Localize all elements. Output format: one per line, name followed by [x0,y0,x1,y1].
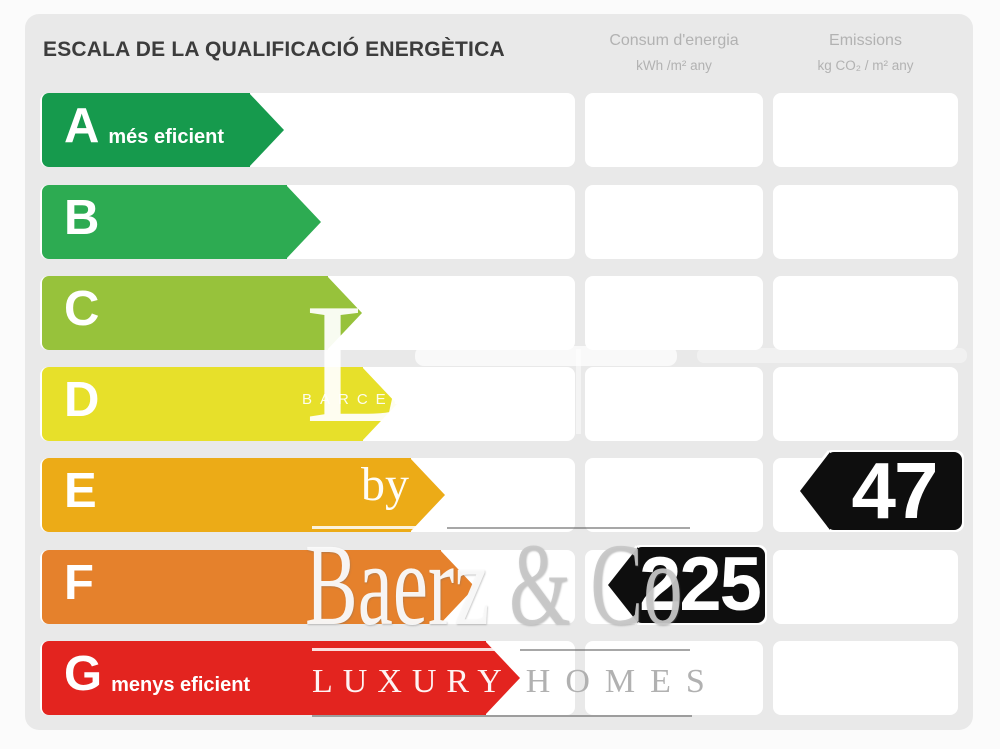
watermark-smear [697,348,967,363]
grade-letter: D [64,373,100,427]
emissions-header-line2: kg CO₂ / m² any [817,58,914,73]
rating-arrow-b: B [42,185,287,259]
consum-header-line1: Consum d'energia [609,32,739,49]
emissions-header-line1: Emissions [829,32,902,49]
emissions-cell [773,550,958,624]
rating-arrow-d: D [42,367,363,441]
consum-cell [585,458,763,532]
consum-value-arrow: 225 [608,547,765,623]
emissions-cell [773,185,958,259]
rating-arrow-a: A més eficient [42,93,250,167]
consum-cell [585,276,763,350]
consum-value: 225 [639,542,762,627]
scale-row-b: B [25,185,973,259]
grade-label: més eficient [108,125,224,148]
emissions-cell [773,367,958,441]
rating-arrow-e: E [42,458,411,532]
consum-cell [585,93,763,167]
value-arrow-tip [800,452,830,530]
value-arrow-tip [608,547,638,623]
emissions-value: 47 [851,446,939,535]
page-title: ESCALA DE LA QUALIFICACIÓ ENERGÈTICA [43,38,505,61]
column-header-emissions: Emissions kg CO₂ / m² any [773,28,958,78]
consum-cell [585,641,763,715]
scale-row-g: G menys eficient [25,641,973,715]
column-header-consum: Consum d'energia kWh /m² any [585,28,763,78]
grade-letter: C [64,282,100,336]
scale-row-a: A més eficient [25,93,973,167]
scale-row-f: F [25,550,973,624]
rating-arrow-f: F [42,550,441,624]
scale-row-d: D [25,367,973,441]
consum-header-line2: kWh /m² any [636,58,712,73]
certificate-panel: ESCALA DE LA QUALIFICACIÓ ENERGÈTICA Con… [25,14,973,730]
emissions-cell [773,641,958,715]
grade-letter: A [64,99,100,153]
value-arrow-body: 225 [634,547,765,623]
grade-label: menys eficient [111,673,251,696]
grade-letter: B [64,191,100,245]
emissions-cell [773,276,958,350]
value-arrow-body: 47 [826,446,962,535]
emissions-cell [773,93,958,167]
grade-letter: F [64,556,94,610]
scale-row-e: E [25,458,973,532]
grade-letter: E [64,464,97,518]
emissions-value-arrow: 47 [800,446,962,535]
consum-cell [585,367,763,441]
watermark-rule [312,715,692,717]
grade-letter: G [64,647,103,701]
rating-arrow-g: G menys eficient [42,641,486,715]
rating-arrow-c: C [42,276,328,350]
scale-row-c: C [25,276,973,350]
consum-cell [585,185,763,259]
